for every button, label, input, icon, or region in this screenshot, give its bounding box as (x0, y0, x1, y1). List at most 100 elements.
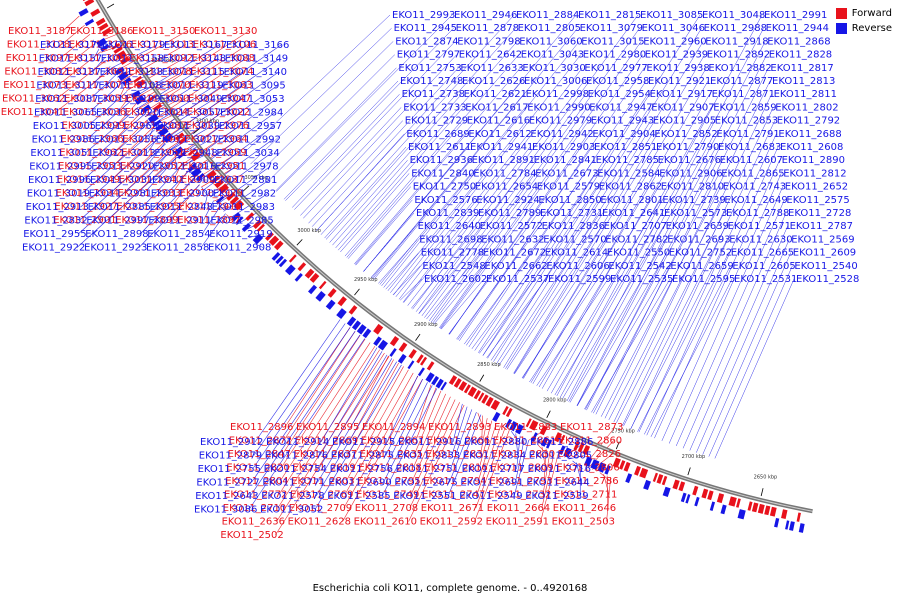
reverse-connector (457, 146, 593, 341)
forward-gene-mark (639, 467, 649, 479)
forward-gene-label: EKO11_2732 (488, 490, 551, 501)
forward-connector (62, 15, 80, 32)
reverse-connector (254, 319, 341, 443)
forward-connector (60, 33, 91, 59)
reverse-gene-mark (720, 504, 727, 515)
reverse-gene-label: EKO11_2782 (605, 234, 668, 245)
reverse-gene-label: EKO11_2805 (518, 23, 581, 34)
reverse-connector (363, 146, 469, 272)
reverse-connector (546, 199, 661, 392)
forward-gene-mark (701, 488, 709, 499)
reverse-connector (402, 67, 583, 303)
forward-gene-mark (781, 509, 788, 520)
reverse-connector (696, 239, 790, 453)
reverse-gene-label: EKO11_3015 (581, 36, 644, 47)
reverse-connector (200, 213, 226, 248)
reverse-gene-label: EKO11_2654 (475, 182, 538, 193)
forward-gene-mark (764, 505, 771, 516)
reverse-connector (513, 440, 530, 497)
forward-gene-mark (420, 356, 428, 366)
reverse-gene-label: EKO11_2688 (778, 129, 841, 140)
forward-connector (118, 87, 125, 99)
reverse-gene-label: EKO11_2570 (543, 234, 606, 245)
forward-gene-label: EKO11_2893 (428, 422, 491, 433)
forward-gene-mark (273, 240, 284, 251)
gene-arrows (78, 0, 805, 533)
reverse-gene-label: EKO11_3085 (640, 10, 703, 21)
forward-gene-mark (84, 0, 95, 7)
reverse-gene-mark (694, 496, 700, 507)
reverse-gene-label: EKO11_2911 (148, 216, 211, 227)
reverse-connector (91, 66, 111, 86)
reverse-gene-label: EKO11_2788 (726, 208, 789, 219)
reverse-connector (332, 160, 408, 246)
forward-gene-label: EKO11_2747 (422, 490, 485, 501)
reverse-gene-label: EKO11_2539 (525, 491, 588, 502)
reverse-gene-label: EKO11_2834 (463, 451, 526, 462)
tick-mark (106, 3, 115, 9)
reverse-gene-label: EKO11_2644 (526, 478, 589, 489)
forward-gene-label: EKO11_3047 (188, 94, 251, 105)
forward-connector (606, 476, 611, 522)
reverse-connector (661, 173, 782, 441)
forward-gene-label: EKO11_3062 (2, 94, 65, 105)
reverse-gene-mark (130, 90, 141, 99)
forward-connector (226, 214, 233, 221)
forward-gene-mark (116, 50, 127, 61)
reverse-gene-label: EKO11_3148 (163, 54, 226, 65)
reverse-gene-mark (583, 456, 593, 467)
forward-gene-mark (120, 56, 130, 65)
reverse-gene-label: EKO11_2805 (529, 451, 592, 462)
reverse-connector (92, 57, 105, 73)
forward-gene-label: EKO11_2899 (115, 215, 178, 226)
forward-connector (220, 206, 234, 209)
forward-gene-mark (218, 183, 229, 194)
forward-gene-mark (490, 399, 500, 411)
reverse-connector (80, 136, 161, 208)
forward-gene-mark (90, 8, 101, 17)
forward-connector (111, 134, 159, 180)
forward-gene-mark (477, 392, 485, 402)
reverse-gene-mark (785, 520, 790, 530)
reverse-connector (464, 239, 542, 345)
reverse-gene-label: EKO11_2790 (656, 142, 719, 153)
forward-gene-label: EKO11_2959 (183, 148, 246, 159)
forward-gene-label: EKO11_2749 (356, 490, 419, 501)
forward-gene-mark (135, 79, 146, 89)
reverse-connector (613, 94, 772, 423)
reverse-gene-label: EKO11_2941 (470, 142, 533, 153)
reverse-connector (630, 120, 776, 430)
forward-gene-label: EKO11_2883 (494, 422, 557, 433)
reverse-gene-label: EKO11_2854 (147, 229, 210, 240)
reverse-gene-label: EKO11_2576 (414, 195, 477, 206)
forward-gene-mark (256, 223, 265, 232)
reverse-connector (569, 239, 666, 403)
forward-connector (411, 396, 451, 482)
forward-gene-mark (448, 375, 458, 386)
reverse-connector (482, 186, 598, 356)
reverse-gene-label: EKO11_2542 (608, 261, 671, 272)
reverse-connector (241, 14, 391, 155)
forward-gene-label: EKO11_2869 (295, 436, 358, 447)
reverse-gene-label: EKO11_2528 (796, 274, 859, 285)
reverse-gene-label: EKO11_2733 (403, 102, 466, 113)
reverse-gene-mark (604, 465, 611, 475)
tick-mark (479, 374, 485, 382)
reverse-connector (576, 146, 717, 406)
forward-gene-label: EKO11_2976 (186, 121, 249, 132)
reverse-gene-label: EKO11_2585 (327, 491, 390, 502)
reverse-connector (292, 94, 400, 208)
reverse-gene-label: EKO11_3051 (30, 148, 93, 159)
forward-gene-mark (661, 475, 668, 486)
forward-gene-mark (348, 305, 358, 315)
forward-gene-mark (623, 461, 631, 472)
forward-gene-mark (98, 22, 109, 31)
reverse-connector (515, 437, 525, 483)
reverse-gene-label: EKO11_2571 (728, 221, 791, 232)
reverse-connector (354, 67, 521, 265)
forward-gene-label: EKO11_2711 (554, 490, 617, 501)
reverse-gene-mark (531, 432, 538, 442)
reverse-connector (373, 28, 578, 280)
forward-gene-label: EKO11_3073 (3, 80, 66, 91)
reverse-gene-label: EKO11_3043 (521, 50, 584, 61)
